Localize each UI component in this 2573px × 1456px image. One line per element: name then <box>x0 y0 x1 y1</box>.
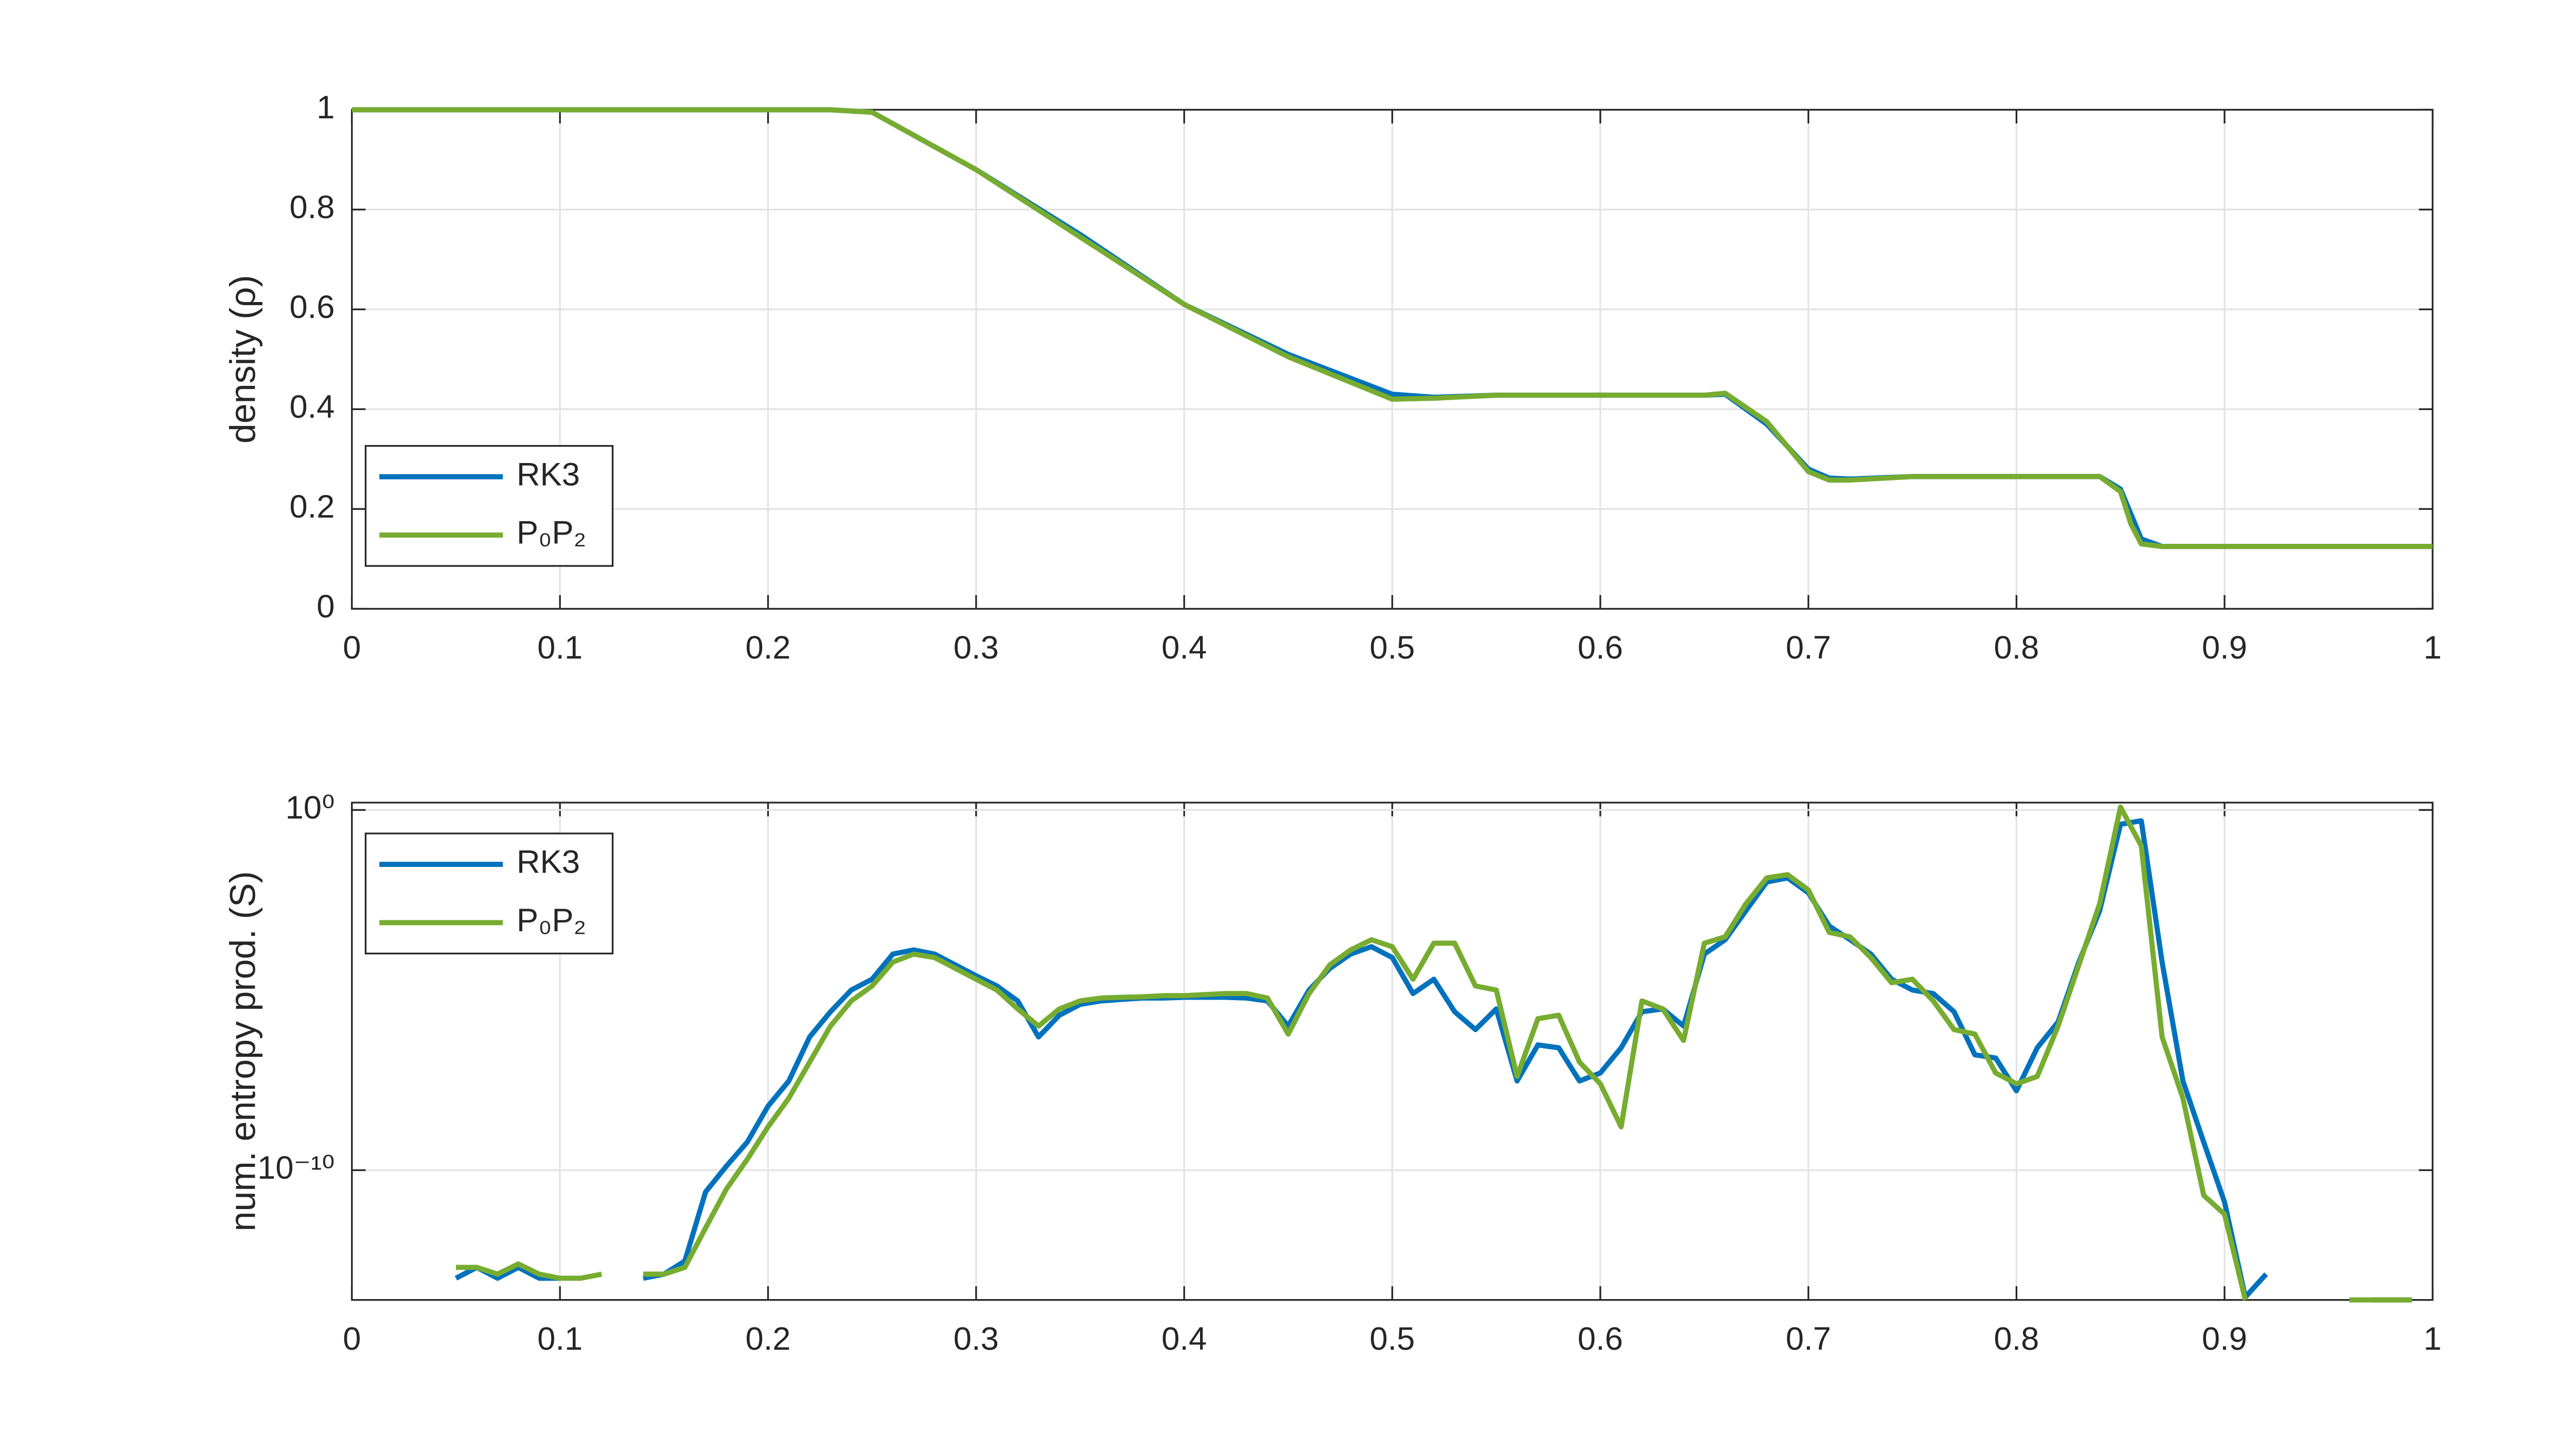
y-tick-label: 0.6 <box>289 289 334 325</box>
y-tick-label: 10⁰ <box>286 790 335 826</box>
y-axis-label: density (ρ) <box>223 275 263 443</box>
x-tick-label: 0 <box>343 1321 361 1357</box>
x-tick-label: 0.2 <box>745 1321 790 1357</box>
series-line <box>351 107 2433 549</box>
x-tick-label: 0.7 <box>1786 630 1831 666</box>
x-tick-label: 0.6 <box>1578 630 1623 666</box>
x-tick-label: 0.7 <box>1786 1321 1831 1357</box>
y-tick-label: 1 <box>316 90 334 126</box>
y-tick-label: 10⁻¹⁰ <box>257 1150 334 1186</box>
legend-box <box>364 832 614 954</box>
x-tick-label: 0.3 <box>954 1321 999 1357</box>
chart: 0 0.1 0.2 0.3 0.4 0.5 0.6 0.7 0.8 0.9 1 10⁻¹⁰ 10⁰ num… <box>223 790 2442 1357</box>
x-tick-label: 1 <box>2424 630 2442 666</box>
x-tick-label: 1 <box>2424 1321 2442 1357</box>
legend-label: P₀P₂ <box>517 902 586 938</box>
x-tick-label: 0.9 <box>2202 630 2247 666</box>
x-tick-label: 0.6 <box>1578 1321 1623 1357</box>
legend-label: P₀P₂ <box>517 515 586 551</box>
x-tick-label: 0.8 <box>1994 630 2039 666</box>
axes-frame <box>351 109 2434 610</box>
x-tick-label: 0.5 <box>1369 630 1415 666</box>
legend-label: RK3 <box>517 844 580 880</box>
x-tick-label: 0.8 <box>1994 1321 2039 1357</box>
series-line <box>455 804 2412 1303</box>
y-tick-label: 0.2 <box>289 489 334 525</box>
x-tick-label: 0.3 <box>954 630 999 666</box>
legend-box <box>364 445 614 567</box>
chart: 0 0.1 0.2 0.3 0.4 0.5 0.6 0.7 0.8 0.9 1 0 0.2 0.4 0.6 0… <box>223 90 2442 666</box>
x-tick-label: 0.2 <box>745 630 790 666</box>
x-tick-label: 0.9 <box>2202 1321 2247 1357</box>
x-tick-label: 0.4 <box>1161 1321 1207 1357</box>
y-tick-label: 0.8 <box>289 189 334 225</box>
legend-label: RK3 <box>517 456 580 492</box>
axes-frame <box>351 802 2434 1301</box>
x-tick-label: 0.1 <box>537 1321 583 1357</box>
x-tick-label: 0.4 <box>1161 630 1207 666</box>
y-tick-label: 0.4 <box>289 389 334 425</box>
y-axis-label: num. entropy prod. (S) <box>223 871 263 1231</box>
x-tick-label: 0 <box>343 630 361 666</box>
x-tick-label: 0.5 <box>1369 1321 1415 1357</box>
y-tick-label: 0 <box>316 589 334 625</box>
x-tick-label: 0.1 <box>537 630 583 666</box>
